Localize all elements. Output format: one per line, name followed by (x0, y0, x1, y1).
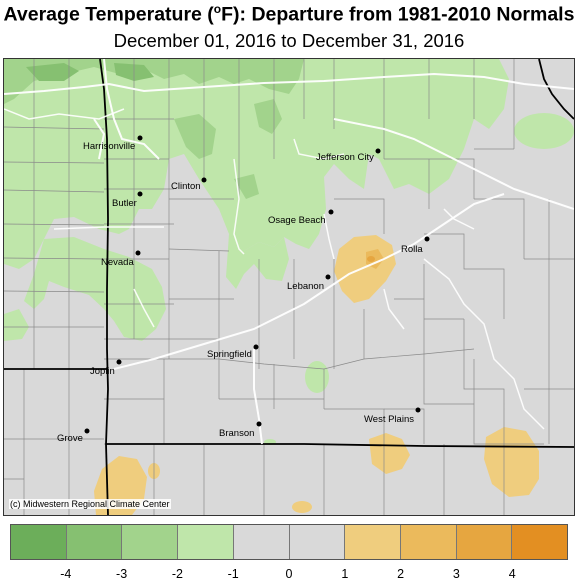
legend-tick-label: -1 (227, 567, 239, 581)
legend-tick-label: -4 (60, 567, 72, 581)
city-label-west-plains: West Plains (364, 414, 414, 425)
temperature-departure-map: Harrisonville Clinton Jefferson City But… (4, 59, 574, 515)
city-label-joplin: Joplin (90, 366, 115, 377)
city-label-nevada: Nevada (101, 257, 134, 268)
legend-swatch (122, 525, 179, 559)
map-subtitle: December 01, 2016 to December 31, 2016 (113, 30, 465, 51)
city-dot-west-plains (415, 407, 421, 413)
state-highways (4, 108, 545, 430)
city-dot-springfield (253, 344, 259, 350)
legend-swatch (233, 525, 290, 559)
legend-swatch (345, 525, 401, 559)
legend-tick-label: 1 (341, 567, 349, 581)
city-dot-osage-beach (328, 209, 334, 215)
legend-swatch (11, 525, 67, 559)
city-markers (84, 135, 430, 434)
legend-tick-label: 0 (285, 567, 293, 581)
city-dot-butler (137, 191, 143, 197)
legend-swatch (178, 525, 234, 559)
city-dot-nevada (135, 250, 141, 256)
legend-tick-label: -3 (116, 567, 128, 581)
city-label-harrisonville: Harrisonville (83, 141, 135, 152)
legend-tick-label: -2 (171, 567, 183, 581)
city-label-clinton: Clinton (171, 181, 201, 192)
city-labels: Harrisonville Clinton Jefferson City But… (57, 141, 423, 444)
legend-tick-labels: -4 -3 -2 -1 0 1 2 3 4 (10, 567, 568, 583)
city-label-lebanon: Lebanon (287, 281, 324, 292)
city-dot-grove (84, 428, 90, 434)
legend-swatch (289, 525, 346, 559)
interstate-highways (4, 59, 574, 445)
city-label-grove: Grove (57, 433, 83, 444)
credit-text: (c) Midwestern Regional Climate Center (9, 499, 171, 509)
legend-swatch (456, 525, 513, 559)
legend-swatch (512, 525, 568, 559)
city-label-butler: Butler (112, 198, 137, 209)
legend-swatch (66, 525, 123, 559)
city-dot-joplin (116, 359, 122, 365)
city-dot-lebanon (325, 274, 331, 280)
map-title: Average Temperature (oF): Departure from… (3, 2, 575, 26)
county-boundaries (4, 59, 574, 515)
city-dot-harrisonville (137, 135, 143, 141)
city-label-jefferson-city: Jefferson City (316, 152, 374, 163)
legend-tick-label: 4 (508, 567, 516, 581)
city-label-rolla: Rolla (401, 244, 423, 255)
legend-tick-label: 2 (397, 567, 405, 581)
city-label-branson: Branson (219, 428, 254, 439)
city-label-osage-beach: Osage Beach (268, 215, 326, 226)
city-dot-jefferson-city (375, 148, 381, 154)
city-label-springfield: Springfield (207, 349, 252, 360)
city-dot-clinton (201, 177, 207, 183)
map-panel: Harrisonville Clinton Jefferson City But… (3, 58, 575, 516)
legend-tick-label: 3 (452, 567, 460, 581)
city-dot-rolla (424, 236, 430, 242)
color-legend (10, 524, 568, 560)
city-dot-branson (256, 421, 262, 427)
legend-swatch (400, 525, 457, 559)
